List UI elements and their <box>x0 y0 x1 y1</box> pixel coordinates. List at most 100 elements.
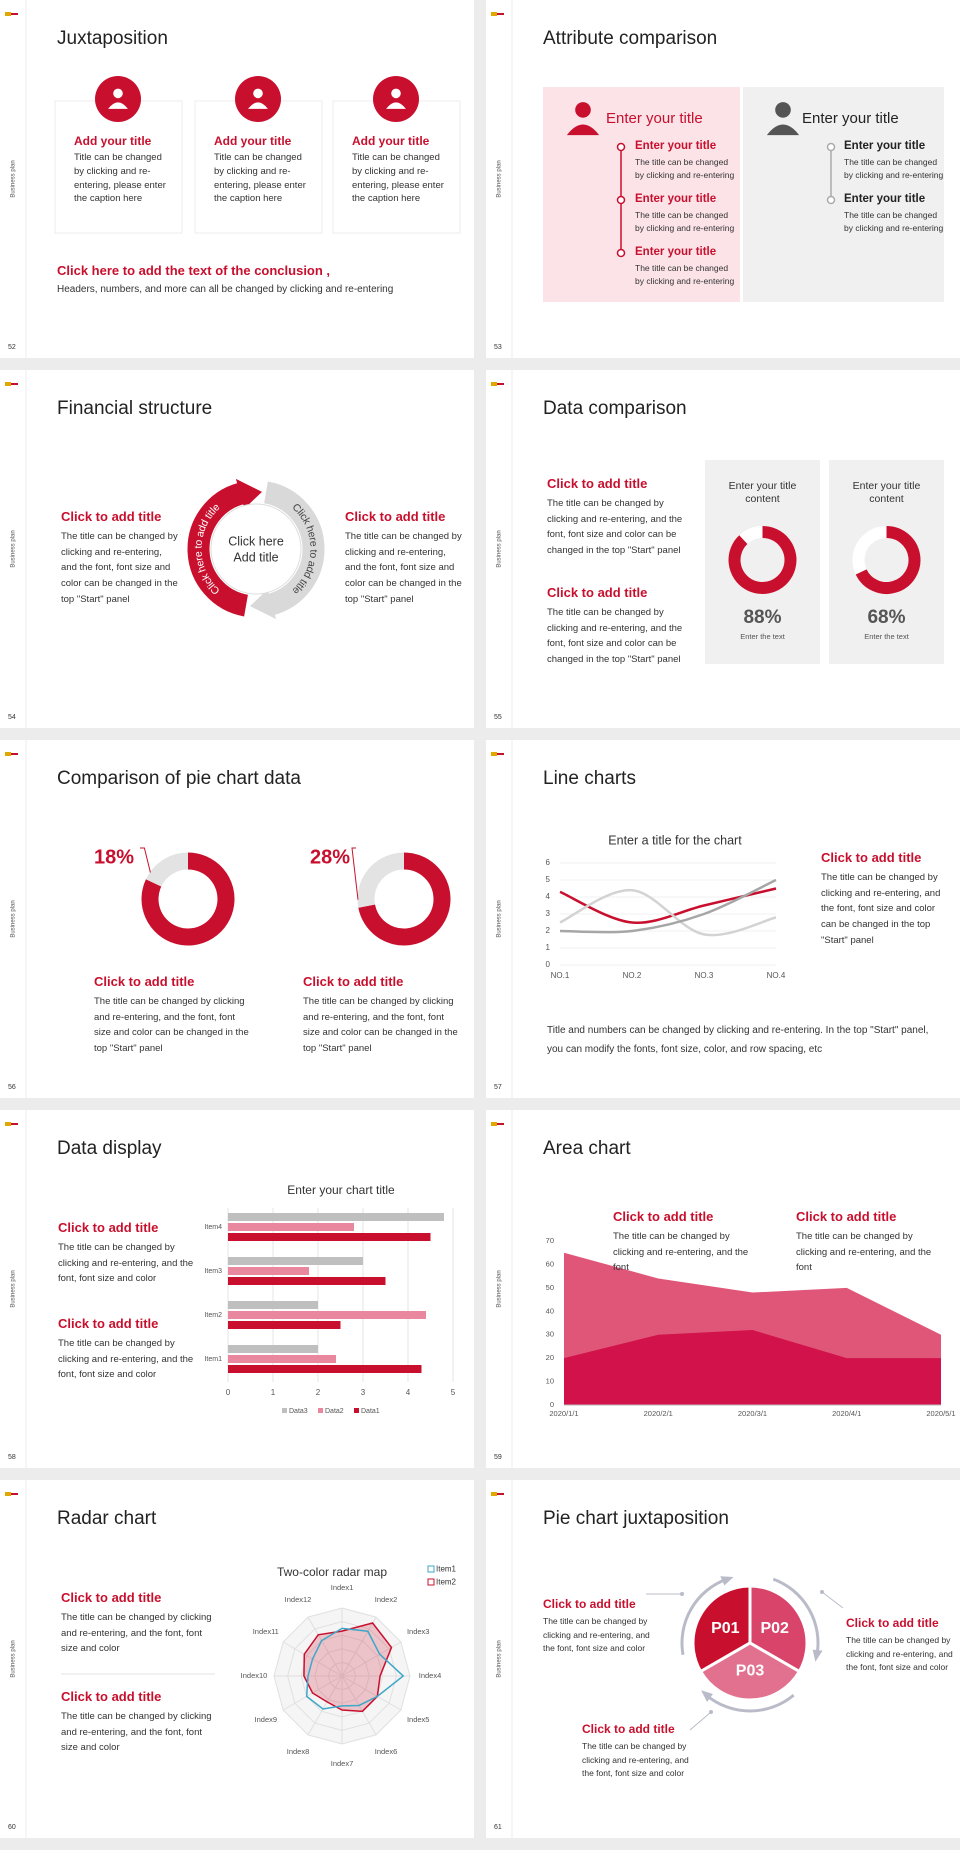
slide-title: Data display <box>57 1138 162 1159</box>
block-title: Click to add title <box>821 850 922 865</box>
block-text: The title can be changed by clicking and… <box>543 1616 650 1654</box>
slide: Business plan 60 Two-color radar map Index1… <box>0 1480 474 1838</box>
page-number: 60 <box>8 1824 16 1831</box>
item-title: Enter your title <box>635 193 717 205</box>
block-title: Click to add title <box>846 1616 939 1630</box>
timeline-dot <box>616 142 626 152</box>
bar <box>228 1365 422 1373</box>
bar <box>228 1345 318 1353</box>
slide: Business plan 52 Juxtaposition Add your tit… <box>0 0 474 358</box>
logo <box>491 382 497 386</box>
slide-title: Financial structure <box>57 398 213 419</box>
person-icon <box>253 88 263 99</box>
legend-label: Item2 <box>436 1578 457 1587</box>
x-tick-label: 0 <box>226 1388 231 1397</box>
timeline-dot <box>826 142 836 152</box>
side-label: Business plan <box>11 160 17 197</box>
gauge-card <box>705 460 820 664</box>
slide-title: Pie chart juxtaposition <box>543 1508 729 1529</box>
slide: Business plan 53 Attribute comparison Enter… <box>486 0 960 358</box>
page-number: 61 <box>494 1824 502 1831</box>
donut-rest <box>358 852 451 946</box>
x-tick-label: 2 <box>316 1388 321 1397</box>
connector-dot <box>820 1590 824 1594</box>
slide-title: Line charts <box>543 768 636 789</box>
slide-title: Comparison of pie chart data <box>57 768 301 789</box>
person-icon <box>566 124 600 136</box>
side-label: Business plan <box>497 530 503 567</box>
item-title: Enter your title <box>635 246 717 258</box>
slide-graphics: Business plan 57 Enter a title for the cha… <box>491 740 786 1098</box>
slide-graphics: Business plan 53 <box>491 0 944 358</box>
slide-title: Radar chart <box>57 1508 157 1529</box>
conclusion-note: Headers, numbers, and more can all be ch… <box>57 284 394 295</box>
logo <box>5 1492 11 1496</box>
block-title: Click to add title <box>58 1316 159 1331</box>
logo <box>11 1493 18 1495</box>
x-tick-label: 2020/2/1 <box>644 1409 673 1418</box>
logo <box>497 1123 504 1125</box>
block-title: Click to add title <box>61 1689 162 1704</box>
gauge-label: Enter your title content <box>728 480 797 506</box>
card-icon <box>95 76 141 122</box>
x-tick-label: 1 <box>271 1388 276 1397</box>
block-text: The title can be changed by clicking and… <box>58 1242 194 1285</box>
logo <box>491 752 497 756</box>
page-number: 57 <box>494 1084 502 1091</box>
bar <box>228 1233 431 1241</box>
block-text: The title can be changed by clicking and… <box>547 498 683 557</box>
y-tick-label: 0 <box>550 1400 554 1409</box>
page-number: 59 <box>494 1454 502 1461</box>
slide-graphics: Business plan 61 P01 P02 P03 <box>491 1480 844 1838</box>
slide-title: Data comparison <box>543 398 687 419</box>
chart-note: Title and numbers can be changed by clic… <box>547 1025 929 1055</box>
block-title: Click to add title <box>547 585 648 600</box>
axis-label: Index7 <box>331 1759 354 1768</box>
item-text: The title can be changed by clicking and… <box>635 210 735 233</box>
logo <box>497 383 504 385</box>
logo <box>11 383 18 385</box>
page-number: 55 <box>494 714 502 721</box>
axis-label: Index4 <box>419 1671 442 1680</box>
logo <box>491 1122 497 1126</box>
card-text: Title can be changed by clicking and re-… <box>352 152 444 205</box>
leader-line <box>140 847 151 873</box>
legend-label: Data2 <box>325 1408 344 1415</box>
card-title: Add your title <box>352 134 430 148</box>
block-title: Click to add title <box>58 1220 159 1235</box>
arrow-head <box>249 589 277 620</box>
timeline-dot <box>826 195 836 205</box>
card <box>194 100 323 234</box>
card-text: Title can be changed by clicking and re-… <box>74 152 166 205</box>
item-title: Enter your title <box>844 140 926 152</box>
bar <box>228 1257 363 1265</box>
logo <box>497 1493 504 1495</box>
radar-spoke <box>307 1616 343 1677</box>
block-title: Click to add title <box>345 509 446 524</box>
panel-heading: Enter your title <box>802 110 899 127</box>
axis-label: Index5 <box>407 1715 430 1724</box>
slide-graphics: Business plan 60 Two-color radar map Index1… <box>5 1480 457 1838</box>
legend-swatch <box>427 1565 435 1573</box>
slide: Business plan 59 0 10 20 30 40 50 60 70 2020/1/1 20… <box>486 1110 960 1468</box>
bar <box>228 1311 426 1319</box>
card-title: Add your title <box>214 134 292 148</box>
legend-swatch <box>318 1408 323 1413</box>
slide-graphics: Business plan 56 18% 28% <box>5 740 451 1098</box>
chart-title: Enter a title for the chart <box>608 833 742 847</box>
y-tick-label: Item3 <box>204 1268 222 1275</box>
item-text: The title can be changed by clicking and… <box>635 263 735 286</box>
chart-title: Enter your chart title <box>287 1183 395 1197</box>
side-label: Business plan <box>497 160 503 197</box>
legend-swatch <box>282 1408 287 1413</box>
person-icon <box>391 88 401 99</box>
slide-graphics: Business plan 58 Enter your chart title 0 1 2… <box>5 1110 456 1468</box>
ring-arrow <box>720 1576 734 1586</box>
arrow-head <box>235 478 263 509</box>
slide-graphics: Business plan 55 88% Enter the text 68% Enter… <box>491 370 944 728</box>
bar <box>228 1277 386 1285</box>
side-label: Business plan <box>497 900 503 937</box>
gauge-value: 88% <box>743 607 781 628</box>
connector-dot <box>680 1592 684 1596</box>
